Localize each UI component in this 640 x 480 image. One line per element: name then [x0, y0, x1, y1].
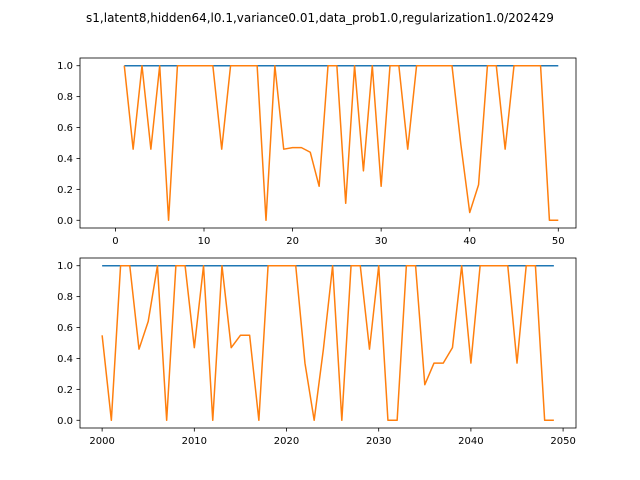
y-tick-label: 0.6 — [57, 323, 73, 334]
x-tick-label: 2000 — [89, 436, 114, 447]
x-tick-label: 0 — [112, 236, 118, 247]
x-tick-label: 10 — [198, 236, 211, 247]
y-tick-label: 1.0 — [57, 61, 73, 72]
x-tick-label: 30 — [375, 236, 388, 247]
series-line-2 — [123, 64, 559, 222]
y-tick-label: 1.0 — [57, 261, 73, 272]
y-tick-label: 0.0 — [57, 416, 73, 427]
figure-title: s1,latent8,hidden64,l0.1,variance0.01,da… — [86, 11, 554, 25]
y-tick-label: 0.8 — [57, 292, 73, 303]
y-tick-label: 0.4 — [57, 154, 73, 165]
x-tick-label: 2030 — [366, 436, 391, 447]
x-tick-label: 40 — [463, 236, 476, 247]
x-tick-label: 50 — [552, 236, 565, 247]
y-tick-label: 0.4 — [57, 354, 73, 365]
axes-frame — [79, 57, 577, 229]
bottom-subplot: 2000 2010 2020 2030 2040 2050 0.0 0.2 0.4 0.6 0.8 1… — [57, 257, 577, 447]
y-tick-label: 0.6 — [57, 123, 73, 134]
x-tick-label: 2040 — [458, 436, 483, 447]
y-tick-label: 0.8 — [57, 92, 73, 103]
top-subplot: 0 10 20 30 40 50 0.0 0.2 0.4 0.6 0.8 1.0 — [57, 57, 577, 247]
axes-frame — [79, 257, 577, 429]
series-line-2 — [101, 264, 554, 422]
x-tick-label: 20 — [286, 236, 299, 247]
y-tick-label: 0.2 — [57, 385, 73, 396]
x-tick-label: 2020 — [274, 436, 299, 447]
x-tick-label: 2050 — [550, 436, 575, 447]
y-tick-label: 0.2 — [57, 185, 73, 196]
y-tick-label: 0.0 — [57, 216, 73, 227]
x-tick-label: 2010 — [182, 436, 207, 447]
